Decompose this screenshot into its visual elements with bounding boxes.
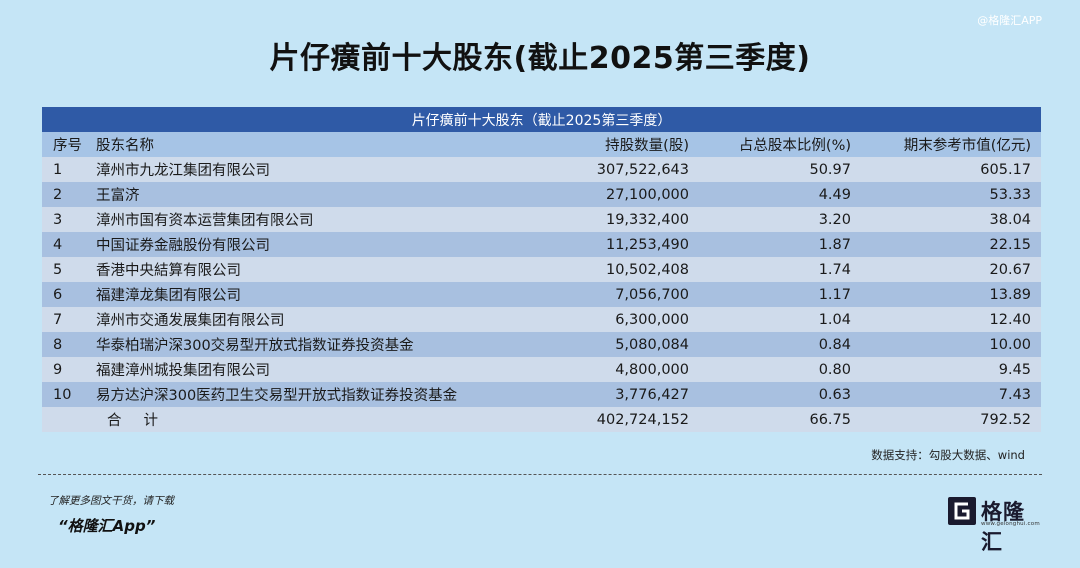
table-row: 4 中国证券金融股份有限公司 11,253,490 1.87 22.15 <box>42 232 1042 257</box>
logo-url: www.gelonghui.com <box>981 521 1040 527</box>
row-market-value: 38.04 <box>861 207 1042 232</box>
row-ratio: 3.20 <box>699 207 861 232</box>
row-index: 5 <box>42 257 94 282</box>
row-ratio: 0.84 <box>699 332 861 357</box>
row-shares: 10,502,408 <box>504 257 699 282</box>
header-shareholder-name: 股东名称 <box>94 132 504 157</box>
shareholders-table-container: 片仔癀前十大股东（截止2025第三季度） 序号 股东名称 持股数量(股) 占总股… <box>42 107 1042 432</box>
row-index: 8 <box>42 332 94 357</box>
row-index: 7 <box>42 307 94 332</box>
table-row: 9 福建漳州城投集团有限公司 4,800,000 0.80 9.45 <box>42 357 1042 382</box>
row-shareholder-name: 漳州市交通发展集团有限公司 <box>94 307 504 332</box>
total-market-value: 792.52 <box>861 407 1042 432</box>
shareholders-table: 片仔癀前十大股东（截止2025第三季度） 序号 股东名称 持股数量(股) 占总股… <box>42 107 1042 432</box>
row-shareholder-name: 漳州市国有资本运营集团有限公司 <box>94 207 504 232</box>
row-shareholder-name: 王富济 <box>94 182 504 207</box>
app-name: “格隆汇App” <box>58 517 156 535</box>
table-row: 3 漳州市国有资本运营集团有限公司 19,332,400 3.20 38.04 <box>42 207 1042 232</box>
row-shareholder-name: 福建漳龙集团有限公司 <box>94 282 504 307</box>
table-row: 5 香港中央結算有限公司 10,502,408 1.74 20.67 <box>42 257 1042 282</box>
row-ratio: 4.49 <box>699 182 861 207</box>
row-ratio: 1.04 <box>699 307 861 332</box>
logo-text: 格隆汇 <box>981 500 1025 554</box>
row-shareholder-name: 漳州市九龙江集团有限公司 <box>94 157 504 182</box>
table-header-row: 序号 股东名称 持股数量(股) 占总股本比例(%) 期末参考市值(亿元) <box>42 132 1042 157</box>
row-market-value: 13.89 <box>861 282 1042 307</box>
row-index: 10 <box>42 382 94 407</box>
total-index-empty <box>42 407 94 432</box>
row-index: 2 <box>42 182 94 207</box>
row-ratio: 0.63 <box>699 382 861 407</box>
header-index: 序号 <box>42 132 94 157</box>
header-shares: 持股数量(股) <box>504 132 699 157</box>
row-index: 3 <box>42 207 94 232</box>
row-shareholder-name: 中国证券金融股份有限公司 <box>94 232 504 257</box>
row-ratio: 0.80 <box>699 357 861 382</box>
row-ratio: 50.97 <box>699 157 861 182</box>
row-market-value: 53.33 <box>861 182 1042 207</box>
row-ratio: 1.17 <box>699 282 861 307</box>
row-market-value: 22.15 <box>861 232 1042 257</box>
row-shares: 307,522,643 <box>504 157 699 182</box>
dashed-divider <box>38 474 1042 475</box>
total-ratio: 66.75 <box>699 407 861 432</box>
table-row: 7 漳州市交通发展集团有限公司 6,300,000 1.04 12.40 <box>42 307 1042 332</box>
table-row: 6 福建漳龙集团有限公司 7,056,700 1.17 13.89 <box>42 282 1042 307</box>
row-shares: 3,776,427 <box>504 382 699 407</box>
page-title: 片仔癀前十大股东(截止2025第三季度) <box>269 41 811 76</box>
table-caption: 片仔癀前十大股东（截止2025第三季度） <box>42 107 1042 132</box>
row-shareholder-name: 香港中央結算有限公司 <box>94 257 504 282</box>
promo-text: 了解更多图文干货，请下载 <box>48 495 174 507</box>
row-market-value: 605.17 <box>861 157 1042 182</box>
header-ratio: 占总股本比例(%) <box>699 132 861 157</box>
row-market-value: 20.67 <box>861 257 1042 282</box>
gelonghui-logo: 格隆汇 www.gelonghui.com <box>947 496 1041 554</box>
table-row: 8 华泰柏瑞沪深300交易型开放式指数证券投资基金 5,080,084 0.84 10.… <box>42 332 1042 357</box>
row-shares: 4,800,000 <box>504 357 699 382</box>
watermark: @格隆汇APP <box>977 14 1042 27</box>
row-market-value: 12.40 <box>861 307 1042 332</box>
row-shares: 19,332,400 <box>504 207 699 232</box>
table-row: 1 漳州市九龙江集团有限公司 307,522,643 50.97 605.17 <box>42 157 1042 182</box>
row-shares: 5,080,084 <box>504 332 699 357</box>
gelonghui-g-logo-icon <box>948 497 976 525</box>
total-label: 合计 <box>94 407 504 432</box>
row-shareholder-name: 福建漳州城投集团有限公司 <box>94 357 504 382</box>
row-shares: 27,100,000 <box>504 182 699 207</box>
row-shares: 11,253,490 <box>504 232 699 257</box>
data-source-note: 数据支持：勾股大数据、wind <box>871 448 1025 462</box>
row-shareholder-name: 易方达沪深300医药卫生交易型开放式指数证券投资基金 <box>94 382 504 407</box>
row-index: 6 <box>42 282 94 307</box>
table-caption-row: 片仔癀前十大股东（截止2025第三季度） <box>42 107 1042 132</box>
row-market-value: 9.45 <box>861 357 1042 382</box>
total-shares: 402,724,152 <box>504 407 699 432</box>
row-ratio: 1.87 <box>699 232 861 257</box>
row-shareholder-name: 华泰柏瑞沪深300交易型开放式指数证券投资基金 <box>94 332 504 357</box>
row-index: 4 <box>42 232 94 257</box>
table-row: 2 王富济 27,100,000 4.49 53.33 <box>42 182 1042 207</box>
table-row: 10 易方达沪深300医药卫生交易型开放式指数证券投资基金 3,776,427 0.6… <box>42 382 1042 407</box>
row-shares: 7,056,700 <box>504 282 699 307</box>
row-index: 9 <box>42 357 94 382</box>
row-ratio: 1.74 <box>699 257 861 282</box>
row-index: 1 <box>42 157 94 182</box>
row-market-value: 10.00 <box>861 332 1042 357</box>
row-market-value: 7.43 <box>861 382 1042 407</box>
header-market-value: 期末参考市值(亿元) <box>861 132 1042 157</box>
table-total-row: 合计 402,724,152 66.75 792.52 <box>42 407 1042 432</box>
row-shares: 6,300,000 <box>504 307 699 332</box>
